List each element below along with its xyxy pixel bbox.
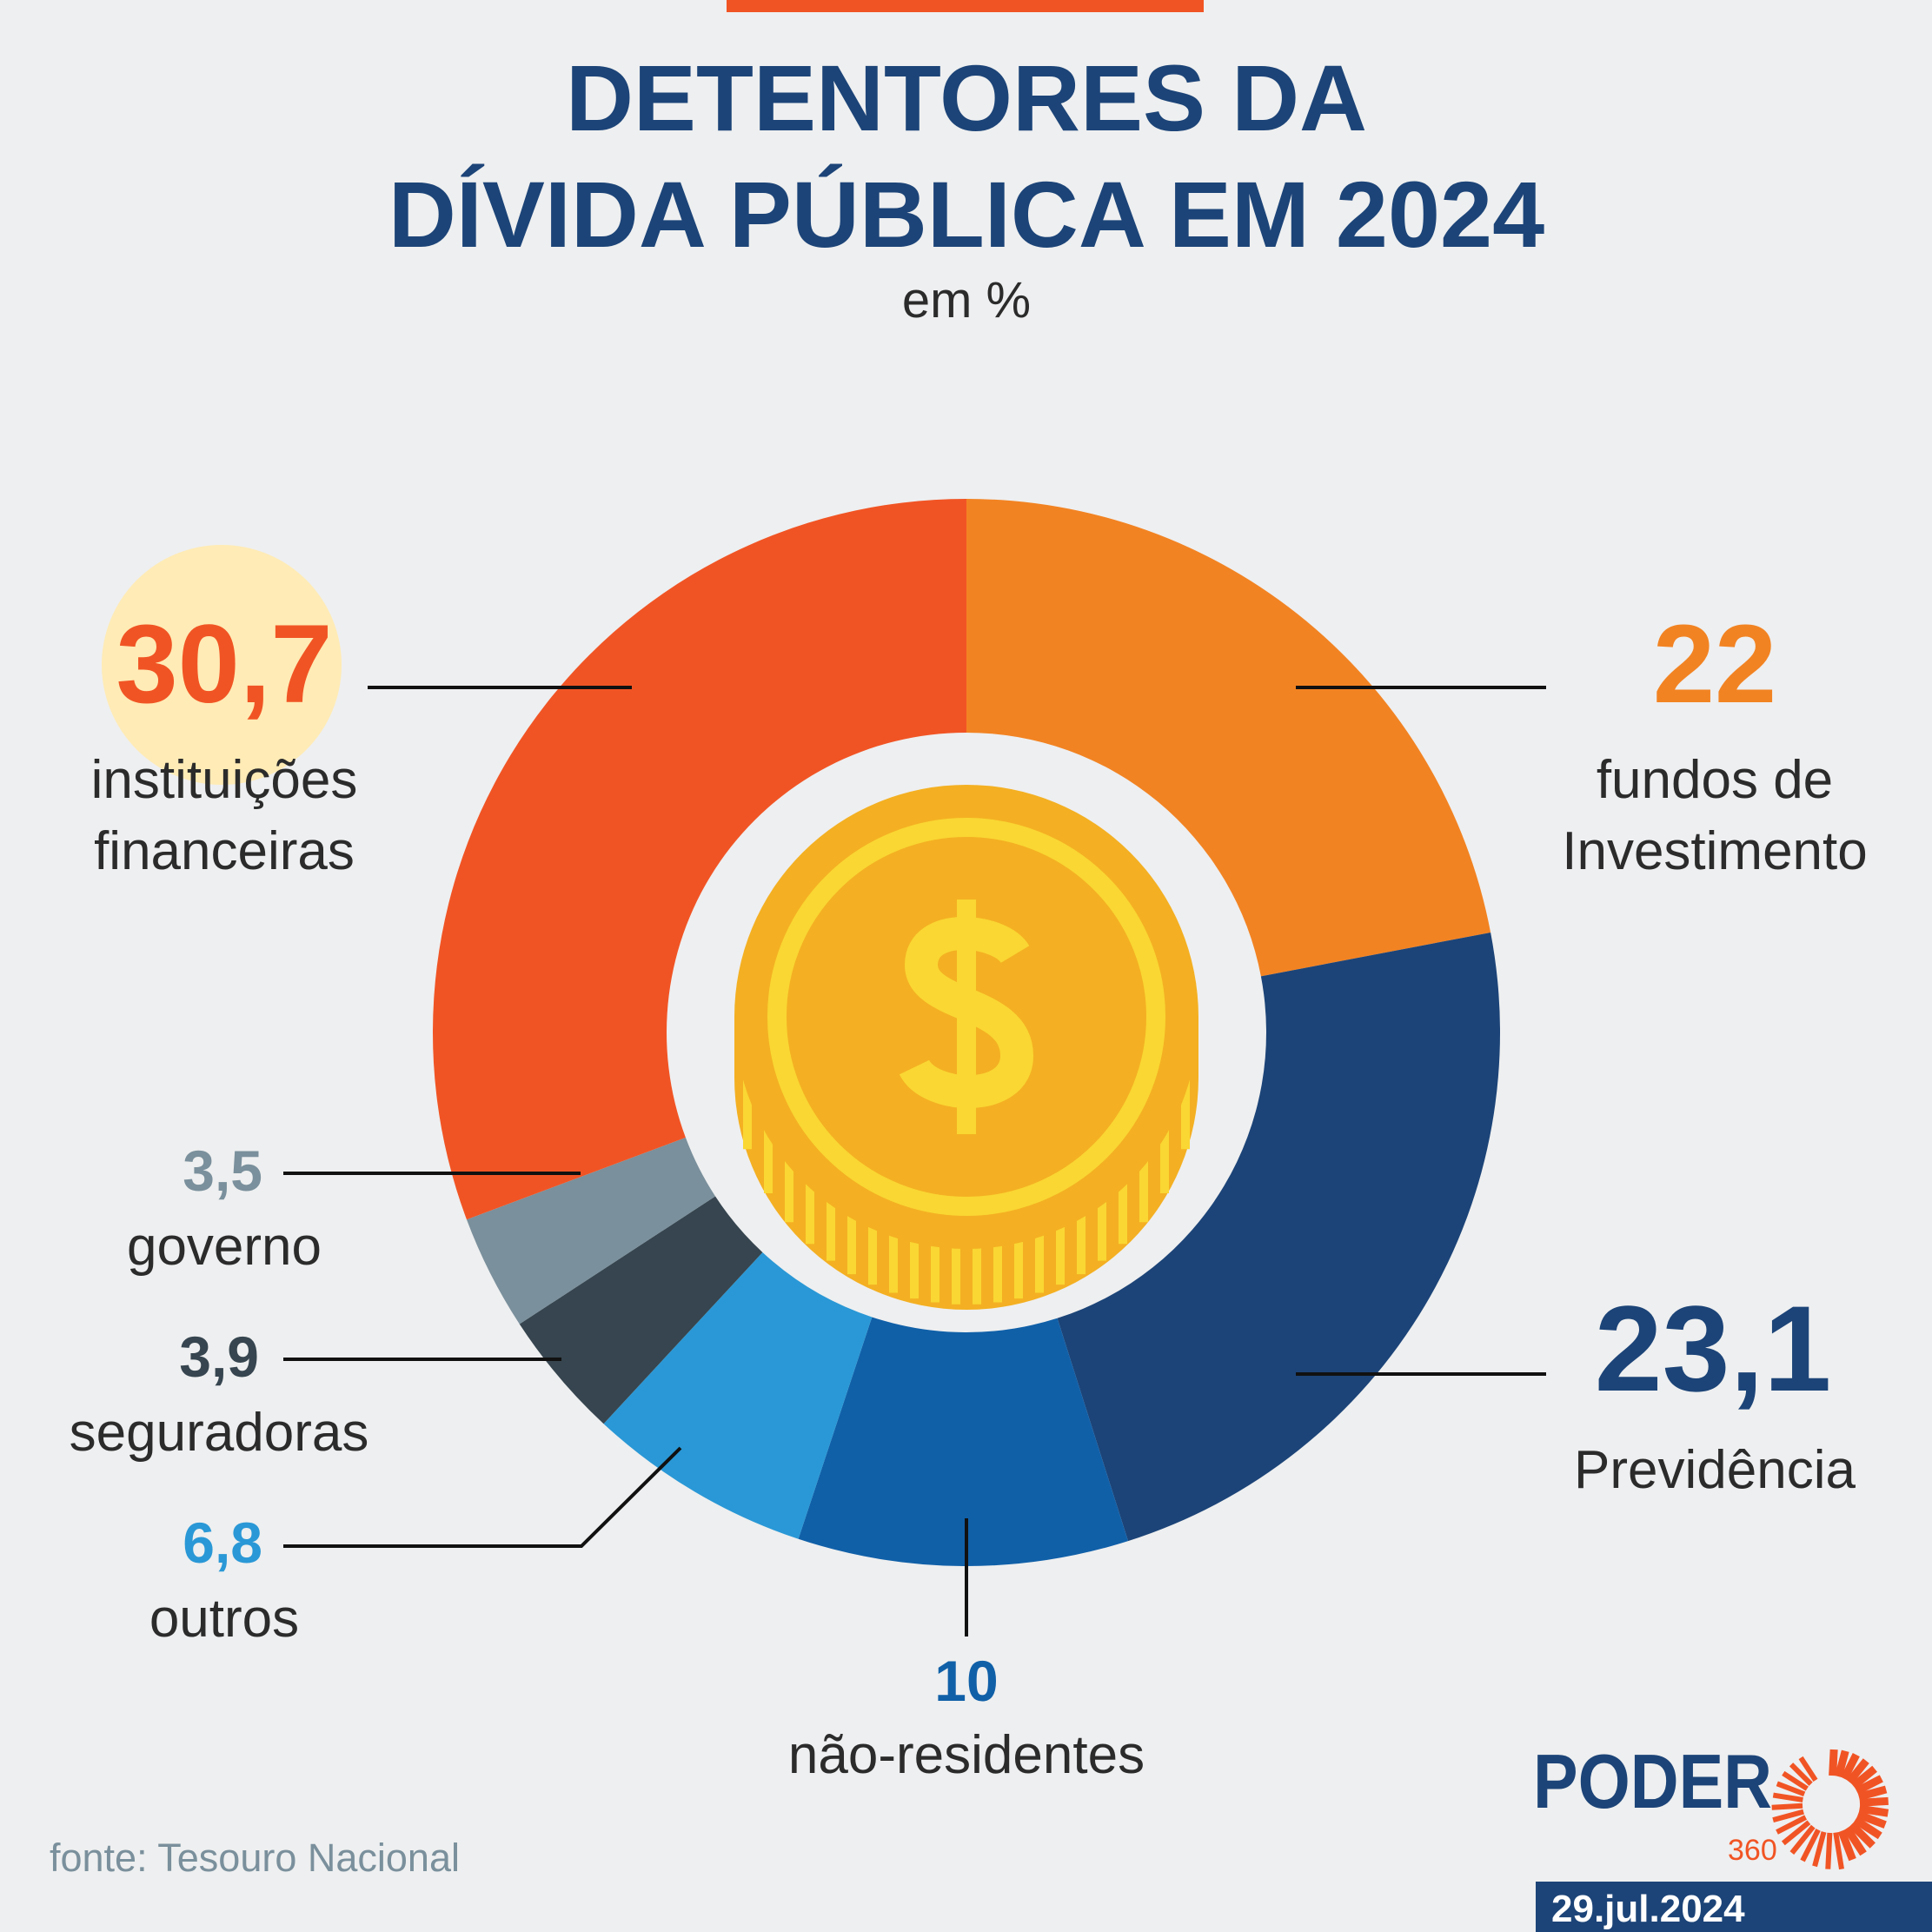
- value-governo: 3,5: [183, 1139, 262, 1203]
- sun-ray: [1781, 1820, 1811, 1846]
- top-accent-bar: [727, 0, 1204, 12]
- dollar-coin-icon: [734, 785, 1198, 1310]
- label-seguradoras: 3,9 seguradoras: [70, 1325, 369, 1463]
- sun-ray: [1835, 1749, 1849, 1778]
- leader-line-outros: [283, 1446, 682, 1548]
- label-fundos-2: Investimento: [1562, 821, 1868, 881]
- sun-ray: [1846, 1758, 1869, 1785]
- label-previdencia-1: Previdência: [1574, 1440, 1856, 1500]
- label-instituicoes: 30,7 instituições financeiras: [91, 602, 358, 881]
- sun-ray: [1798, 1756, 1818, 1783]
- highlight-circle: [102, 545, 342, 785]
- leader-lines: [283, 686, 1546, 1637]
- donut-slice-governo: [466, 1137, 716, 1325]
- sun-burst-icon: [1771, 1749, 1889, 1870]
- label-seguradoras-1: seguradoras: [70, 1403, 369, 1463]
- date-bar: [1536, 1882, 1932, 1932]
- label-governo: 3,5 governo: [127, 1139, 322, 1277]
- sun-ray: [1850, 1765, 1877, 1789]
- poder360-logo: PODER 360: [1533, 1738, 1889, 1870]
- label-outros: 6,8 outros: [149, 1510, 299, 1649]
- label-nao-residentes: 10 não-residentes: [788, 1649, 1145, 1785]
- label-instituicoes-2: financeiras: [94, 821, 355, 881]
- sun-ray: [1789, 1824, 1816, 1855]
- sun-ray: [1771, 1803, 1803, 1810]
- sun-ray: [1776, 1815, 1808, 1835]
- label-governo-1: governo: [127, 1217, 322, 1277]
- date: 29.jul.2024: [1551, 1888, 1745, 1930]
- sun-ray: [1825, 1832, 1833, 1869]
- source-note: fonte: Tesouro Nacional: [50, 1836, 460, 1880]
- value-fundos: 22: [1653, 602, 1776, 727]
- subtitle: em %: [902, 272, 1031, 329]
- donut-slice-fundos-de-investimento: [966, 499, 1491, 977]
- sun-ray: [1776, 1781, 1806, 1797]
- sun-ray: [1837, 1829, 1856, 1862]
- sun-ray: [1782, 1770, 1809, 1791]
- sun-ray: [1833, 1832, 1844, 1870]
- logo-text: PODER: [1533, 1738, 1772, 1824]
- sun-ray: [1829, 1749, 1838, 1776]
- value-outros: 6,8: [183, 1510, 262, 1575]
- label-fundos: 22 fundos de Investimento: [1562, 602, 1868, 881]
- label-fundos-1: fundos de: [1597, 750, 1833, 810]
- value-previdencia: 23,1: [1595, 1280, 1831, 1417]
- label-instituicoes-1: instituições: [91, 750, 358, 810]
- value-instituicoes: 30,7: [116, 602, 332, 727]
- sun-ray: [1843, 1826, 1867, 1856]
- label-outros-1: outros: [149, 1589, 299, 1649]
- sun-ray: [1840, 1753, 1860, 1781]
- title-line-2: DÍVIDA PÚBLICA EM 2024: [388, 162, 1544, 267]
- sun-ray: [1772, 1792, 1803, 1803]
- sun-ray: [1859, 1796, 1889, 1807]
- sun-ray: [1800, 1829, 1821, 1862]
- title-line-1: DETENTORES DA: [566, 45, 1367, 150]
- donut-slice-seguradoras: [519, 1196, 763, 1424]
- sun-ray: [1772, 1809, 1804, 1822]
- donut-slice-outros: [603, 1251, 873, 1539]
- logo-number: 360: [1728, 1834, 1777, 1867]
- sun-ray: [1855, 1775, 1883, 1795]
- value-nao-residentes: 10: [934, 1649, 998, 1713]
- dollar-sign-icon: [899, 900, 1034, 1134]
- label-previdencia: 23,1 Previdência: [1574, 1280, 1856, 1500]
- sun-ray: [1856, 1810, 1887, 1829]
- sun-ray: [1858, 1804, 1889, 1817]
- sun-ray: [1849, 1822, 1876, 1849]
- sun-ray: [1812, 1831, 1827, 1868]
- value-seguradoras: 3,9: [179, 1325, 259, 1389]
- donut-chart: [432, 499, 1500, 1566]
- sun-ray: [1789, 1763, 1813, 1786]
- donut-slice-previd-ncia: [1057, 932, 1500, 1542]
- sun-ray: [1857, 1785, 1888, 1801]
- label-nao-residentes-1: não-residentes: [788, 1725, 1145, 1785]
- donut-slice-institui-es-financeiras: [432, 499, 966, 1220]
- sun-ray: [1853, 1816, 1882, 1840]
- donut-slice-n-o-residentes: [798, 1317, 1129, 1566]
